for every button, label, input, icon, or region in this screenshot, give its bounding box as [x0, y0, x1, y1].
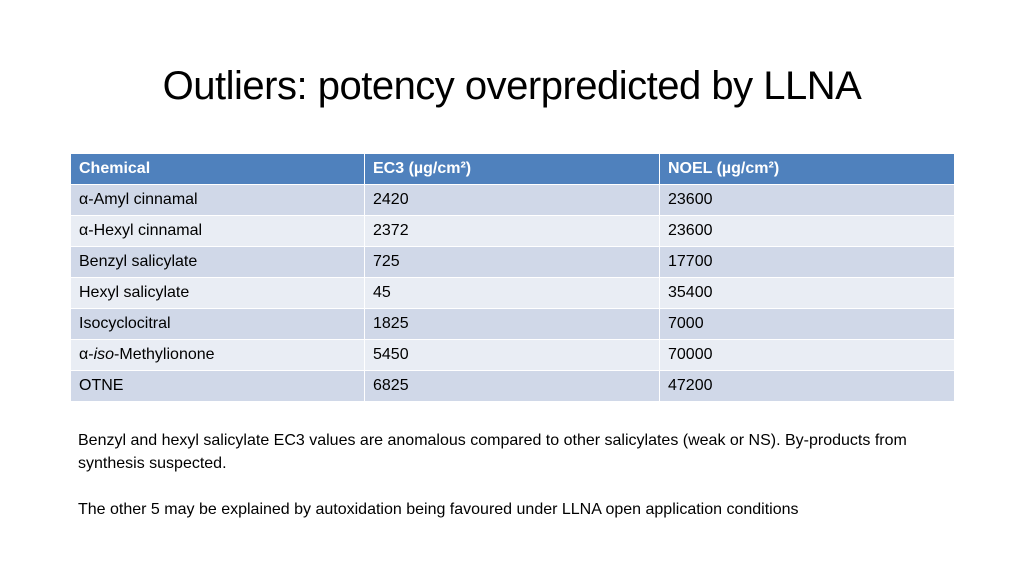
cell-ec3: 45 [364, 277, 660, 309]
cell-chemical: Benzyl salicylate [70, 246, 365, 278]
cell-ec3: 1825 [364, 308, 660, 340]
data-table: Chemical EC3 (µg/cm²) NOEL (µg/cm²) α-Am… [70, 153, 955, 402]
cell-ec3: 725 [364, 246, 660, 278]
cell-ec3: 2420 [364, 184, 660, 216]
table-row: Isocyclocitral 1825 7000 [70, 308, 955, 340]
header-ec3: EC3 (µg/cm²) [364, 153, 660, 185]
cell-noel: 23600 [659, 184, 955, 216]
header-noel: NOEL (µg/cm²) [659, 153, 955, 185]
note-autoxidation: The other 5 may be explained by autoxida… [78, 501, 799, 518]
cell-ec3: 2372 [364, 215, 660, 247]
note-salicylates: Benzyl and hexyl salicylate EC3 values a… [78, 432, 907, 472]
table-header-row: Chemical EC3 (µg/cm²) NOEL (µg/cm²) [70, 153, 955, 185]
cell-chemical: Isocyclocitral [70, 308, 365, 340]
table-row: Hexyl salicylate 45 35400 [70, 277, 955, 309]
cell-noel: 7000 [659, 308, 955, 340]
chemical-suffix: -Methylionone [114, 346, 215, 363]
chemical-italic: iso [93, 346, 115, 363]
header-chemical: Chemical [70, 153, 365, 185]
cell-chemical: Hexyl salicylate [70, 277, 365, 309]
cell-ec3: 5450 [364, 339, 660, 371]
cell-noel: 23600 [659, 215, 955, 247]
cell-chemical: α-Hexyl cinnamal [70, 215, 365, 247]
cell-chemical: α-Amyl cinnamal [70, 184, 365, 216]
cell-noel: 70000 [659, 339, 955, 371]
cell-ec3: 6825 [364, 370, 660, 402]
cell-chemical: α-iso-Methylionone [70, 339, 365, 371]
cell-noel: 47200 [659, 370, 955, 402]
chemical-prefix: α- [79, 346, 94, 363]
table-row: Benzyl salicylate 725 17700 [70, 246, 955, 278]
table-row: OTNE 6825 47200 [70, 370, 955, 402]
slide-title: Outliers: potency overpredicted by LLNA [162, 64, 862, 108]
cell-noel: 35400 [659, 277, 955, 309]
cell-chemical: OTNE [70, 370, 365, 402]
table-row: α-Hexyl cinnamal 2372 23600 [70, 215, 955, 247]
table-row: α-Amyl cinnamal 2420 23600 [70, 184, 955, 216]
table-row: α-iso-Methylionone 5450 70000 [70, 339, 955, 371]
cell-noel: 17700 [659, 246, 955, 278]
